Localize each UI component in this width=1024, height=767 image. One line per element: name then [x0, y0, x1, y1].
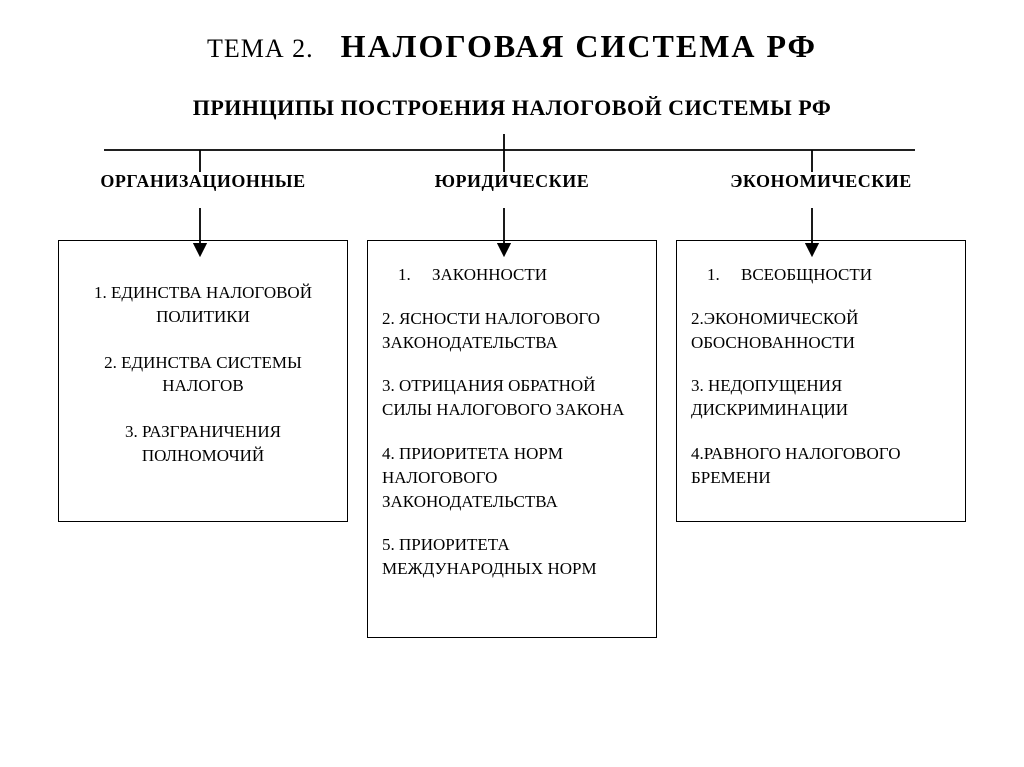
column-organizational: ОРГАНИЗАЦИОННЫЕ 1. ЕДИНСТВА НАЛОГОВОЙ ПО… [58, 171, 348, 638]
columns-container: ОРГАНИЗАЦИОННЫЕ 1. ЕДИНСТВА НАЛОГОВОЙ ПО… [0, 171, 1024, 638]
column-header-economic: ЭКОНОМИЧЕСКИЕ [676, 171, 966, 192]
column-header-organizational: ОРГАНИЗАЦИОННЫЕ [58, 171, 348, 192]
list-item: 1. ЕДИНСТВА НАЛОГОВОЙ ПОЛИТИКИ [77, 281, 329, 329]
list-item: 2. ЕДИНСТВА СИСТЕМЫ НАЛОГОВ [77, 351, 329, 399]
list-item: 1. ЗАКОННОСТИ [382, 263, 642, 287]
column-legal: ЮРИДИЧЕСКИЕ 1. ЗАКОННОСТИ 2. ЯСНОСТИ НАЛ… [367, 171, 657, 638]
list-item: 3. РАЗГРАНИЧЕНИЯ ПОЛНОМОЧИЙ [77, 420, 329, 468]
subtitle: ПРИНЦИПЫ ПОСТРОЕНИЯ НАЛОГОВОЙ СИСТЕМЫ РФ [0, 95, 1024, 121]
list-item: 2. ЯСНОСТИ НАЛОГОВОГО ЗАКОНОДАТЕЛЬСТВА [382, 307, 642, 355]
column-economic: ЭКОНОМИЧЕСКИЕ 1. ВСЕОБЩНОСТИ 2.ЭКОНОМИЧЕ… [676, 171, 966, 638]
box-legal: 1. ЗАКОННОСТИ 2. ЯСНОСТИ НАЛОГОВОГО ЗАКО… [367, 240, 657, 638]
title-main: НАЛОГОВАЯ СИСТЕМА РФ [341, 28, 817, 64]
box-organizational: 1. ЕДИНСТВА НАЛОГОВОЙ ПОЛИТИКИ 2. ЕДИНСТ… [58, 240, 348, 522]
list-item: 4. ПРИОРИТЕТА НОРМ НАЛОГОВОГО ЗАКОНОДАТЕ… [382, 442, 642, 513]
list-item: 3. НЕДОПУЩЕНИЯ ДИСКРИМИНАЦИИ [691, 374, 951, 422]
title-prefix: ТЕМА 2. [207, 34, 314, 64]
list-item: 1. ВСЕОБЩНОСТИ [691, 263, 951, 287]
list-item: 2.ЭКОНОМИЧЕСКОЙ ОБОСНОВАННОСТИ [691, 307, 951, 355]
box-economic: 1. ВСЕОБЩНОСТИ 2.ЭКОНОМИЧЕСКОЙ ОБОСНОВАН… [676, 240, 966, 522]
list-item: 3. ОТРИЦАНИЯ ОБРАТНОЙ СИЛЫ НАЛОГОВОГО ЗА… [382, 374, 642, 422]
list-item: 5. ПРИОРИТЕТА МЕЖДУНАРОДНЫХ НОРМ [382, 533, 642, 581]
page-title: ТЕМА 2. НАЛОГОВАЯ СИСТЕМА РФ [0, 28, 1024, 65]
column-header-legal: ЮРИДИЧЕСКИЕ [367, 171, 657, 192]
list-item: 4.РАВНОГО НАЛОГОВОГО БРЕМЕНИ [691, 442, 951, 490]
